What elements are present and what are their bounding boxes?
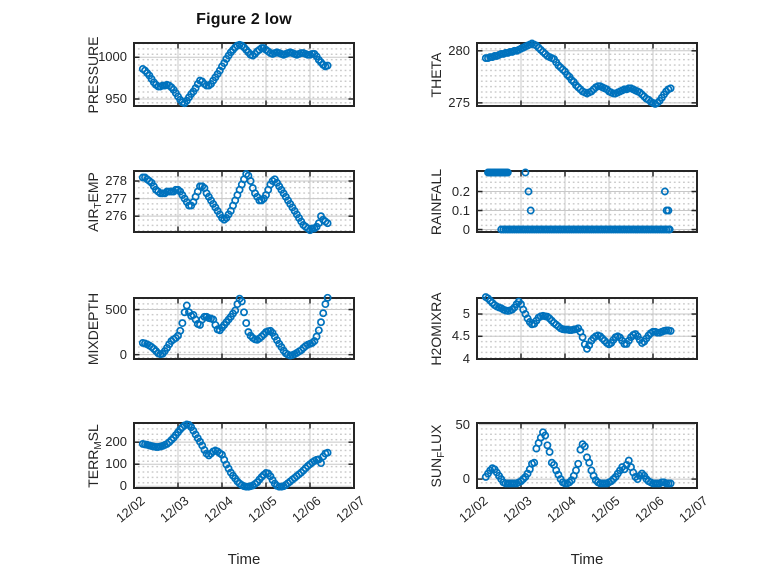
y-tick-label: 280 (448, 42, 470, 58)
subplot-air-temp-plot (133, 170, 355, 235)
y-tick-label: 200 (105, 434, 127, 450)
y-tick-label: 500 (105, 301, 127, 317)
x-tick-label: 12/05 (245, 493, 280, 526)
x-tick-label: 12/07 (676, 493, 711, 526)
scatter-markers (484, 168, 674, 234)
y-axis-label-text: SL (85, 423, 101, 441)
x-tick-label: 12/05 (588, 493, 623, 526)
y-axis-label-subscript: T (93, 201, 104, 209)
subplot-terr-msl-plot (133, 420, 355, 491)
y-tick-label: 275 (448, 94, 470, 110)
x-tick-label: 12/04 (544, 493, 579, 526)
y-tick-label: 100 (105, 456, 127, 472)
subplot-h2omixra-plot (476, 293, 698, 360)
subplot-theta-plot (476, 39, 698, 108)
subplot-air-temp-axes (133, 170, 355, 235)
y-axis-label-sun-flux: SUNFLUX (428, 371, 447, 541)
scatter-markers (481, 293, 675, 353)
x-tick-label: 12/02 (456, 493, 491, 526)
subplot-sun-flux-axes (476, 422, 698, 489)
y-axis-label-text: THETA (428, 52, 444, 97)
x-tick-label: 12/06 (289, 493, 324, 526)
y-tick-label: 0.1 (451, 202, 470, 218)
y-tick-label: 276 (105, 208, 127, 224)
y-tick-label: 4 (462, 350, 470, 366)
x-axis-label-right: Time (570, 551, 604, 568)
y-tick-label: 950 (105, 90, 127, 106)
subplot-sun-flux-plot (476, 422, 698, 489)
x-tick-label: 12/06 (632, 493, 667, 526)
y-tick-label: 0 (119, 478, 127, 494)
subplot-pressure-plot (133, 40, 355, 108)
y-tick-label: 0.2 (451, 183, 470, 199)
y-axis-label-subscript: M (93, 440, 104, 450)
subplot-h2omixra-axes (476, 293, 698, 360)
scatter-markers (138, 40, 332, 108)
subplot-rainfall-axes (476, 168, 698, 234)
subplot-mixdepth-plot (133, 293, 355, 360)
subplot-mixdepth-axes (133, 293, 355, 360)
y-axis-label-text: MIXDEPTH (85, 292, 101, 365)
y-axis-label-text: LUX (428, 424, 444, 452)
y-axis-label-text: RAINFALL (428, 168, 444, 235)
y-tick-label: 278 (105, 173, 127, 189)
y-axis-label-text: H2OMIXRA (428, 291, 444, 366)
figure-title: Figure 2 low (196, 11, 292, 28)
y-tick-label: 0 (119, 346, 127, 362)
y-tick-label: 0 (462, 471, 470, 487)
scatter-markers (481, 39, 675, 108)
scatter-markers (138, 293, 332, 360)
subplot-theta-axes (476, 39, 698, 108)
y-tick-label: 4.5 (451, 328, 470, 344)
x-axis-label-left: Time (227, 551, 261, 568)
subplot-pressure-axes (133, 40, 355, 108)
x-tick-label: 12/07 (333, 493, 368, 526)
y-axis-label-text: TERR (85, 449, 101, 488)
y-axis-label-subscript: F (436, 451, 447, 458)
y-tick-label: 1000 (98, 49, 127, 65)
x-tick-label: 12/04 (201, 493, 236, 526)
x-tick-label: 12/03 (500, 493, 535, 526)
y-axis-label-text: AIR (85, 208, 101, 232)
y-tick-label: 277 (105, 190, 127, 206)
y-tick-label: 0 (462, 221, 470, 237)
y-tick-label: 5 (462, 306, 470, 322)
y-axis-label-text: PRESSURE (85, 35, 101, 114)
x-tick-label: 12/02 (113, 493, 148, 526)
y-tick-label: 50 (455, 416, 470, 432)
scatter-markers (138, 420, 332, 491)
scatter-markers (138, 170, 332, 235)
subplot-terr-msl-axes (133, 420, 355, 491)
x-tick-label: 12/03 (157, 493, 192, 526)
subplot-rainfall-plot (476, 168, 698, 234)
y-axis-label-terr-msl: TERRMSL (85, 371, 104, 541)
y-axis-label-text: EMP (85, 171, 101, 202)
y-axis-label-text: SUN (428, 457, 444, 487)
scatter-markers (481, 428, 675, 488)
